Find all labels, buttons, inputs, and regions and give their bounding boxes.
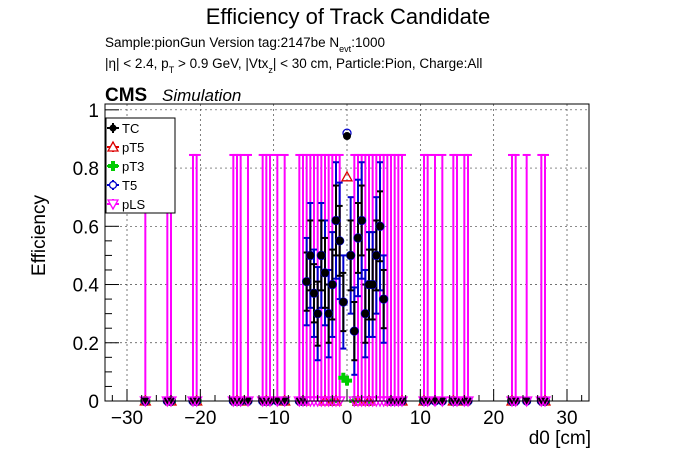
tc-point [339,298,348,306]
pt3-point [338,372,349,383]
x-tick-label: 0 [342,408,353,429]
x-tick-label: 30 [556,408,577,429]
tc-point [357,216,366,225]
cuts-info: |η| < 2.4, pT > 0.9 GeV, |Vtxz| < 30 cm,… [105,56,482,75]
tc-point [328,280,337,289]
x-tick-label: 10 [410,408,431,429]
tc-point [302,277,311,286]
cuts-info-sub2: z [268,65,273,75]
x-tick-label: −10 [258,408,290,429]
tc-point [354,233,362,242]
x-tick-label: 20 [483,408,504,429]
tc-point [317,251,326,260]
sample-info-tail: :1000 [351,35,385,50]
tc-point [310,289,318,298]
y-tick-label: 1 [88,101,99,122]
y-tick-label: 0 [88,392,99,413]
simulation-label: Simulation [162,86,241,105]
x-axis-label: d0 [cm] [529,428,591,449]
legend-label: pT5 [122,140,144,155]
sample-info-main: Sample:pionGun Version tag:2147be N [105,35,339,50]
pt5-point [340,170,354,182]
x-tick-label: −20 [184,408,216,429]
sample-info: Sample:pionGun Version tag:2147be Nevt:1… [105,35,385,54]
cuts-info-mid: > 0.9 GeV, |Vtx [174,56,268,71]
legend-label: TC [122,121,139,136]
tc-point [346,251,355,260]
tc-point [376,222,384,231]
y-tick-label: 0.8 [73,159,99,180]
chart-title: Efficiency of Track Candidate [206,4,491,29]
legend-label: pLS [122,197,145,212]
legend-label: pT3 [122,159,144,174]
legend: TC pT5 pT3 T5 pLS [105,117,176,214]
legend-marker [109,124,117,132]
cuts-info-tail: | < 30 cm, Particle:Pion, Charge:All [273,56,482,71]
sample-info-sub: evt [339,44,352,54]
tc-point [332,216,340,225]
tc-point [350,327,359,336]
legend-label: T5 [122,178,137,193]
cuts-info-sub1: T [169,65,175,75]
y-tick-label: 0.2 [73,334,99,355]
y-tick-label: 0.6 [73,217,99,238]
pt3-point [342,375,352,386]
tc-point [321,268,329,277]
tc-point [335,236,344,245]
tc-point [306,251,315,260]
tc-point [368,280,377,289]
tc-point [372,251,381,260]
legend-marker [106,199,120,211]
cuts-info-main: |η| < 2.4, p [105,56,169,71]
y-tick-label: 0.4 [73,276,100,297]
y-axis-label: Efficiency [29,195,50,276]
legend-marker [108,161,118,171]
x-tick-label: −30 [111,408,143,429]
legend-marker [108,180,118,190]
tc-point [361,309,370,318]
tc-point [379,295,388,304]
tc-point [324,309,333,318]
tc-point [343,132,351,141]
cms-label: CMS [105,85,147,106]
legend-marker [106,140,120,152]
tc-point [313,309,322,318]
